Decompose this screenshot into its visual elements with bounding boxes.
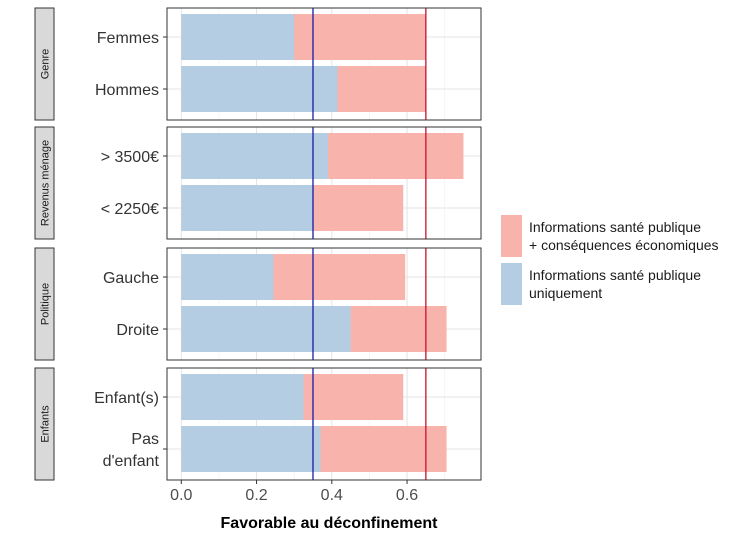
bar-sante <box>181 426 321 472</box>
category-label: Droite <box>116 322 159 339</box>
legend-item: Informations santé publique + conséquence… <box>501 215 719 257</box>
x-axis: 0.0 0.2 0.4 0.6 <box>170 480 418 504</box>
facet-strip <box>34 7 55 121</box>
x-tick-label: 0.2 <box>245 487 267 504</box>
x-axis-title: Favorable au déconfinement <box>221 515 439 532</box>
facet-panel: Genre Femmes Hommes <box>34 7 482 121</box>
panel-border <box>166 126 482 240</box>
x-tick-label: 0.6 <box>396 487 418 504</box>
facet-panel: Revenus ménage > 3500€ < 2250€ <box>34 126 482 240</box>
x-tick-label: 0.4 <box>321 487 343 504</box>
panel-border <box>166 7 482 121</box>
bar-sante <box>181 254 274 300</box>
facet-strip <box>34 126 55 240</box>
facet-panel: Enfants Enfant(s) Pas d'enfant <box>34 367 482 481</box>
category-label: < 2250€ <box>101 201 159 218</box>
category-label: Pas d'enfant <box>103 431 160 470</box>
facet-panel: Politique Gauche Droite <box>34 247 482 361</box>
category-label: Hommes <box>95 82 159 99</box>
x-tick-label: 0.0 <box>170 487 192 504</box>
facet-strip-label: Enfants <box>40 405 52 443</box>
facet-strip-label: Genre <box>40 49 52 80</box>
legend-label: Informations santé publique + conséquence… <box>529 219 719 253</box>
bar-sante <box>181 374 304 420</box>
category-label: Gauche <box>103 270 159 287</box>
legend: Informations santé publique + conséquence… <box>501 215 719 305</box>
panel-border <box>166 247 482 361</box>
legend-label: Informations santé publique uniquement <box>529 267 701 301</box>
legend-swatch <box>501 263 522 305</box>
bar-sante <box>181 185 313 231</box>
bar-sante <box>181 66 338 112</box>
panels-layer: Genre Femmes Hommes Revenus ménage > 3500€ < … <box>34 7 482 481</box>
facet-strip-label: Politique <box>40 283 52 325</box>
bar-sante <box>181 14 295 60</box>
panel-border <box>166 367 482 481</box>
category-label: Enfant(s) <box>94 390 159 407</box>
category-label: > 3500€ <box>101 149 159 166</box>
facet-strip-label: Revenus ménage <box>40 140 52 226</box>
legend-item: Informations santé publique uniquement <box>501 263 701 305</box>
bar-sante <box>181 306 351 352</box>
facet-strip <box>34 367 55 481</box>
legend-swatch <box>501 215 522 257</box>
category-label: Femmes <box>97 30 159 47</box>
facet-strip <box>34 247 55 361</box>
bar-sante <box>181 133 329 179</box>
